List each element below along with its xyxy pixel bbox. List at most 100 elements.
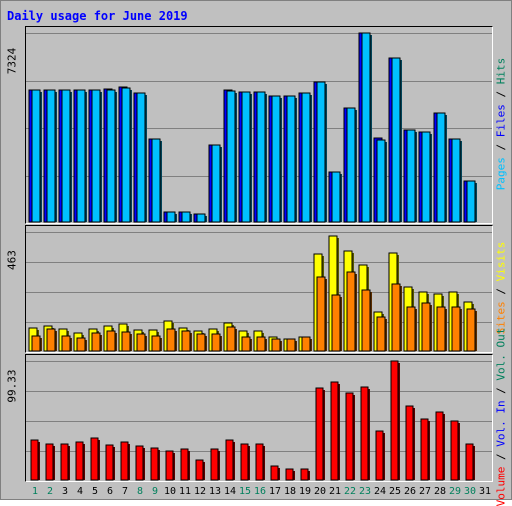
sites-bar: [121, 331, 131, 352]
visits-sites-panel: [25, 225, 493, 353]
pages-bar: [271, 95, 281, 223]
day-label: 18: [284, 486, 296, 497]
volume-bar: [105, 444, 114, 481]
legend-pages: Pages: [494, 157, 508, 191]
day-label: 2: [47, 486, 53, 497]
volume-bar: [255, 443, 264, 481]
volume-bar: [360, 386, 369, 481]
pages-bar: [181, 211, 191, 223]
sites-bar: [256, 336, 266, 352]
visits-sites-plot: [26, 232, 492, 352]
ymax-volume-panel: 99.33: [4, 341, 20, 431]
legend-volume: Volume: [494, 466, 508, 506]
legend-separator: /: [494, 380, 508, 401]
sites-bar: [376, 316, 386, 352]
volume-bar: [375, 430, 384, 481]
sites-bar: [466, 308, 476, 352]
sites-bar: [451, 306, 461, 352]
sites-bar: [286, 338, 296, 352]
pages-bar: [61, 89, 71, 223]
legend-separator: /: [494, 137, 508, 158]
pages-bar: [466, 180, 476, 223]
legend-visits: Visits: [494, 241, 508, 282]
legend-files: Files: [494, 104, 508, 138]
pages-bar: [76, 89, 86, 223]
ymax-visits-panel: 463: [4, 225, 20, 295]
volume-bar: [285, 468, 294, 481]
day-label: 20: [314, 486, 326, 497]
volume-bar: [390, 360, 399, 481]
day-label: 12: [194, 486, 206, 497]
day-label: 15: [239, 486, 251, 497]
volume-bar: [75, 441, 84, 481]
sites-bar: [421, 302, 431, 352]
sites-bar: [241, 336, 251, 352]
day-label: 26: [404, 486, 416, 497]
volume-bar: [240, 443, 249, 481]
sites-bar: [361, 289, 371, 352]
pages-bar: [376, 139, 386, 223]
day-label: 31: [479, 486, 491, 497]
pages-bar: [421, 131, 431, 223]
volume-bar: [345, 392, 354, 481]
day-label: 10: [164, 486, 176, 497]
sites-bar: [211, 333, 221, 352]
volume-bar: [330, 381, 339, 481]
ymax-hits-panel: 7324: [4, 26, 20, 96]
day-label: 25: [389, 486, 401, 497]
pages-bar: [226, 90, 236, 223]
pages-bar: [136, 92, 146, 223]
day-label: 22: [344, 486, 356, 497]
hits-files-pages-panel: [25, 26, 493, 224]
legend-vol-in: Vol. In: [494, 400, 508, 447]
sites-bar: [31, 335, 41, 352]
sites-bar: [346, 271, 356, 352]
sites-bar: [226, 326, 236, 352]
day-label: 8: [137, 486, 143, 497]
pages-bar: [151, 138, 161, 223]
legend-separator: /: [494, 446, 508, 467]
day-label: 28: [434, 486, 446, 497]
sites-bar: [271, 338, 281, 352]
pages-bar: [241, 91, 251, 223]
sites-bar: [391, 283, 401, 352]
volume-bar: [225, 439, 234, 481]
legend-vol-out: Vol. Out: [494, 327, 508, 381]
ymax-label: 463: [5, 250, 19, 270]
day-label: 13: [209, 486, 221, 497]
day-label: 30: [464, 486, 476, 497]
chart-title: Daily usage for June 2019: [7, 9, 188, 23]
sites-bar: [301, 336, 311, 352]
volume-bar: [135, 445, 144, 481]
day-label: 24: [374, 486, 386, 497]
pages-bar: [316, 81, 326, 223]
day-label: 16: [254, 486, 266, 497]
volume-bar: [90, 437, 99, 481]
sites-bar: [436, 306, 446, 352]
volume-bar: [150, 447, 159, 481]
pages-bar: [31, 89, 41, 223]
day-label: 14: [224, 486, 236, 497]
volume-plot: [26, 360, 492, 481]
volume-bar: [465, 443, 474, 481]
pages-bar: [196, 213, 206, 223]
pages-bar: [256, 91, 266, 223]
day-axis-labels: 1 2 3 4 5 6 7 8 9 10 11 12 13 14 15 16 17 18 19 20 21 22 23 24 2…: [32, 486, 491, 497]
pages-bar: [451, 138, 461, 223]
sites-bar: [166, 328, 176, 352]
sites-bar: [91, 332, 101, 352]
day-label: 17: [269, 486, 281, 497]
day-label: 29: [449, 486, 461, 497]
day-label: 23: [359, 486, 371, 497]
volume-bar: [210, 448, 219, 481]
pages-bar: [406, 129, 416, 223]
pages-bar: [301, 92, 311, 223]
legend-separator: /: [494, 84, 508, 105]
pages-bar: [91, 89, 101, 223]
day-label: 9: [152, 486, 158, 497]
pages-bar: [211, 144, 221, 223]
day-label: 19: [299, 486, 311, 497]
pages-bar: [436, 112, 446, 223]
sites-bar: [196, 333, 206, 352]
volume-bar: [120, 441, 129, 481]
